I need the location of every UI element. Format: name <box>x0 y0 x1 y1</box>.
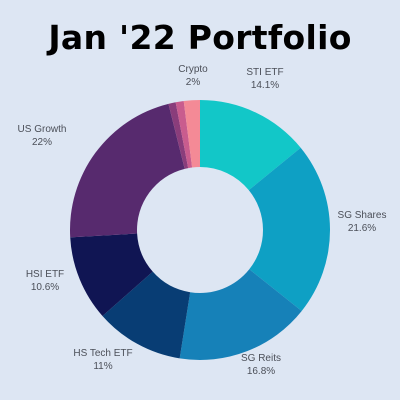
slice-value-sg-reits: 16.8% <box>247 366 275 377</box>
donut-slice-hs-tech-etf <box>102 271 191 359</box>
donut-slice-sg-shares <box>248 147 331 311</box>
slice-label-us-growth: US Growth <box>18 124 67 135</box>
slice-value-hs-tech-etf: 11% <box>93 361 112 372</box>
donut-slice-crypto <box>183 100 200 168</box>
slice-label-hsi-etf: HSI ETF <box>26 269 64 280</box>
donut-slice-7 <box>175 101 193 169</box>
chart-title: Jan '22 Portfolio <box>48 18 352 57</box>
slice-label-sg-reits: SG Reits <box>241 353 281 364</box>
slice-value-crypto: 2% <box>186 77 201 88</box>
donut-slice-us-growth <box>70 103 185 238</box>
donut-slice-sg-reits <box>179 269 302 360</box>
donut-slice-hsi-etf <box>70 233 153 316</box>
slice-label-sti-etf: STI ETF <box>246 67 283 78</box>
slice-value-sti-etf: 14.1% <box>251 80 279 91</box>
slice-value-sg-shares: 21.6% <box>348 223 376 234</box>
slice-value-us-growth: 22% <box>32 137 52 148</box>
donut-slice-6 <box>168 102 189 169</box>
slice-value-hsi-etf: 10.6% <box>31 282 59 293</box>
slice-label-hs-tech-etf: HS Tech ETF <box>73 348 132 359</box>
slice-label-sg-shares: SG Shares <box>338 210 387 221</box>
donut-slice-sti-etf <box>200 100 301 191</box>
slice-label-crypto: Crypto <box>178 64 208 75</box>
